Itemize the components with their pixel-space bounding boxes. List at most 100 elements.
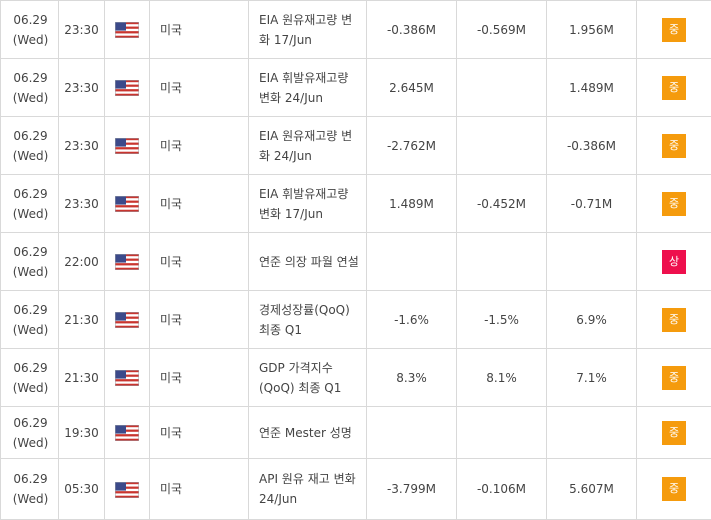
actual-value-cell: [367, 407, 457, 459]
event-cell[interactable]: 경제성장률(QoQ) 최종 Q1: [249, 291, 367, 349]
date-text: 06.29: [3, 358, 58, 378]
date-cell: 06.29(Wed): [1, 407, 59, 459]
time-cell: 05:30: [59, 459, 105, 520]
actual-value-cell: 8.3%: [367, 349, 457, 407]
flag-cell: [105, 233, 150, 291]
event-cell[interactable]: API 원유 재고 변화 24/Jun: [249, 459, 367, 520]
flag-cell: [105, 459, 150, 520]
event-cell[interactable]: 연준 Mester 성명: [249, 407, 367, 459]
us-flag-icon: [115, 22, 139, 38]
importance-cell: 중: [637, 407, 711, 459]
forecast-value-cell: [457, 407, 547, 459]
date-cell: 06.29(Wed): [1, 291, 59, 349]
time-cell: 21:30: [59, 349, 105, 407]
importance-badge: 상: [662, 250, 686, 274]
actual-value-cell: 2.645M: [367, 59, 457, 117]
flag-cell: [105, 349, 150, 407]
previous-value-cell: 1.489M: [547, 59, 637, 117]
forecast-value-cell: [457, 117, 547, 175]
forecast-value-cell: -0.569M: [457, 1, 547, 59]
forecast-value-cell: -1.5%: [457, 291, 547, 349]
flag-cell: [105, 59, 150, 117]
country-cell: 미국: [150, 291, 249, 349]
event-cell[interactable]: EIA 휘발유재고량 변화 17/Jun: [249, 175, 367, 233]
weekday-text: (Wed): [3, 433, 58, 453]
actual-value-cell: [367, 233, 457, 291]
importance-badge: 중: [662, 421, 686, 445]
date-text: 06.29: [3, 184, 58, 204]
importance-badge: 중: [662, 308, 686, 332]
forecast-value-cell: 8.1%: [457, 349, 547, 407]
forecast-value-cell: -0.452M: [457, 175, 547, 233]
date-text: 06.29: [3, 242, 58, 262]
country-cell: 미국: [150, 59, 249, 117]
weekday-text: (Wed): [3, 204, 58, 224]
date-text: 06.29: [3, 469, 58, 489]
time-cell: 22:00: [59, 233, 105, 291]
country-cell: 미국: [150, 117, 249, 175]
importance-badge: 중: [662, 192, 686, 216]
previous-value-cell: 5.607M: [547, 459, 637, 520]
time-cell: 23:30: [59, 59, 105, 117]
previous-value-cell: -0.386M: [547, 117, 637, 175]
time-cell: 23:30: [59, 117, 105, 175]
us-flag-icon: [115, 80, 139, 96]
importance-badge: 중: [662, 18, 686, 42]
country-cell: 미국: [150, 459, 249, 520]
importance-badge: 중: [662, 366, 686, 390]
importance-cell: 중: [637, 59, 711, 117]
us-flag-icon: [115, 254, 139, 270]
actual-value-cell: -1.6%: [367, 291, 457, 349]
event-cell[interactable]: GDP 가격지수(QoQ) 최종 Q1: [249, 349, 367, 407]
us-flag-icon: [115, 482, 139, 498]
forecast-value-cell: [457, 59, 547, 117]
importance-cell: 중: [637, 117, 711, 175]
date-text: 06.29: [3, 126, 58, 146]
us-flag-icon: [115, 196, 139, 212]
us-flag-icon: [115, 370, 139, 386]
us-flag-icon: [115, 312, 139, 328]
flag-cell: [105, 175, 150, 233]
importance-badge: 중: [662, 76, 686, 100]
weekday-text: (Wed): [3, 88, 58, 108]
date-text: 06.29: [3, 68, 58, 88]
importance-badge: 중: [662, 134, 686, 158]
date-cell: 06.29(Wed): [1, 117, 59, 175]
event-cell[interactable]: EIA 원유재고량 변화 24/Jun: [249, 117, 367, 175]
us-flag-icon: [115, 138, 139, 154]
weekday-text: (Wed): [3, 489, 58, 509]
actual-value-cell: -2.762M: [367, 117, 457, 175]
flag-cell: [105, 117, 150, 175]
country-cell: 미국: [150, 233, 249, 291]
weekday-text: (Wed): [3, 378, 58, 398]
actual-value-cell: 1.489M: [367, 175, 457, 233]
time-cell: 23:30: [59, 175, 105, 233]
previous-value-cell: 7.1%: [547, 349, 637, 407]
importance-cell: 중: [637, 175, 711, 233]
date-text: 06.29: [3, 300, 58, 320]
previous-value-cell: -0.71M: [547, 175, 637, 233]
event-cell[interactable]: EIA 원유재고량 변화 17/Jun: [249, 1, 367, 59]
importance-cell: 중: [637, 459, 711, 520]
date-cell: 06.29(Wed): [1, 233, 59, 291]
previous-value-cell: 1.956M: [547, 1, 637, 59]
weekday-text: (Wed): [3, 262, 58, 282]
event-cell[interactable]: 연준 의장 파월 연설: [249, 233, 367, 291]
date-text: 06.29: [3, 10, 58, 30]
flag-cell: [105, 1, 150, 59]
time-cell: 19:30: [59, 407, 105, 459]
date-cell: 06.29(Wed): [1, 1, 59, 59]
country-cell: 미국: [150, 349, 249, 407]
previous-value-cell: 6.9%: [547, 291, 637, 349]
event-cell[interactable]: EIA 휘발유재고량 변화 24/Jun: [249, 59, 367, 117]
forecast-value-cell: [457, 233, 547, 291]
